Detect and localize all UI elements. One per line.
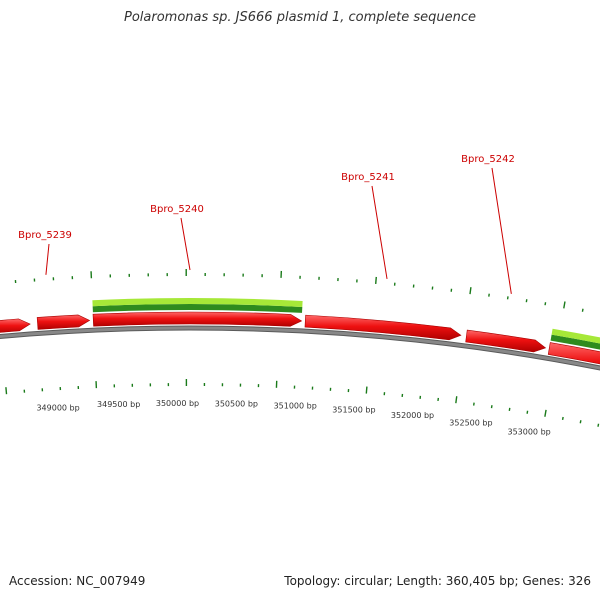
position-label: 353000 bp <box>507 427 550 436</box>
gene-label: Bpro_5239 <box>18 230 72 241</box>
gene-arrow <box>0 318 31 333</box>
feature-band-dark <box>550 334 600 350</box>
gene-label-leader <box>180 217 191 271</box>
position-label: 352500 bp <box>449 418 492 427</box>
gene-label-leader <box>371 185 388 280</box>
sequence-backbone <box>0 326 600 370</box>
major-tick <box>365 386 368 394</box>
sequence-summary: Topology: circular; Length: 360,405 bp; … <box>284 574 591 588</box>
major-tick <box>374 276 377 285</box>
gene-arrow <box>547 342 600 365</box>
position-label: 352000 bp <box>391 411 434 420</box>
minor-tick <box>579 420 582 424</box>
major-tick <box>544 409 547 417</box>
gene-label-leader <box>45 243 50 275</box>
position-label: 351500 bp <box>332 406 375 415</box>
major-tick <box>563 301 566 309</box>
gene-label: Bpro_5240 <box>150 204 204 215</box>
gene-arrow <box>304 314 462 341</box>
gene-label: Bpro_5242 <box>461 154 515 165</box>
accession-text: Accession: NC_007949 <box>9 574 146 588</box>
minor-tick <box>581 308 584 312</box>
position-label: 350500 bp <box>215 400 258 409</box>
major-tick <box>5 387 8 395</box>
feature-band-light <box>92 297 303 307</box>
minor-tick <box>597 423 600 427</box>
gene-arrow <box>465 329 547 353</box>
gene-label: Bpro_5241 <box>341 172 395 183</box>
map-title: Polaromonas sp. JS666 plasmid 1, complet… <box>123 10 476 25</box>
position-label: 350000 bp <box>156 399 199 408</box>
minor-tick <box>561 416 564 421</box>
feature-band-dark <box>92 304 303 313</box>
gene-label-leader <box>491 167 512 294</box>
feature-band-light <box>551 328 600 344</box>
position-label: 351000 bp <box>274 402 317 411</box>
major-tick <box>469 287 472 295</box>
gene-arrow <box>92 311 303 327</box>
position-label: 349500 bp <box>97 400 140 409</box>
major-tick <box>455 396 458 404</box>
position-label: 349000 bp <box>36 403 79 412</box>
gene-arrow <box>36 314 91 330</box>
